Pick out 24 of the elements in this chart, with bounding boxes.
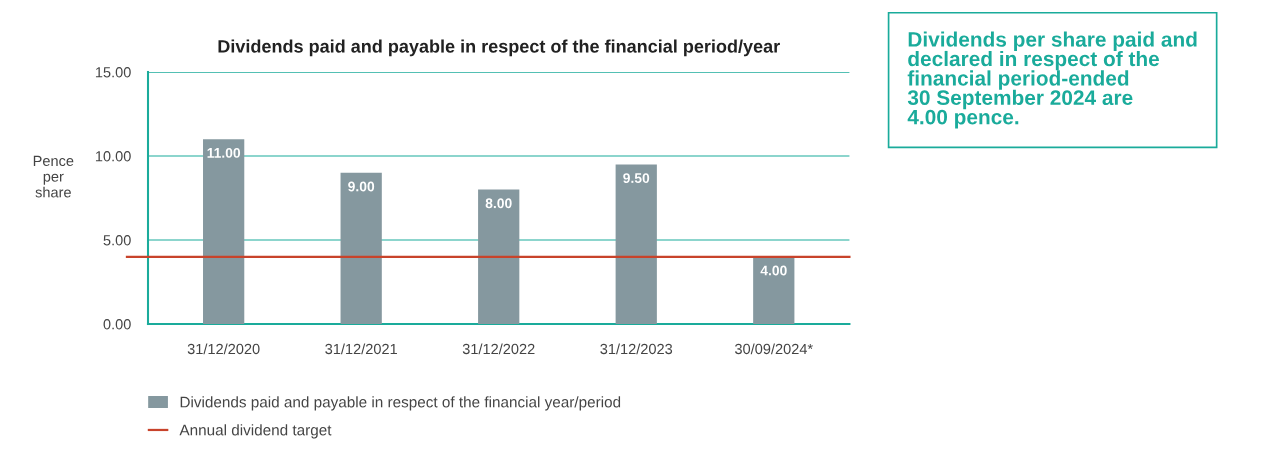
bar: [340, 172, 382, 324]
text: Dividends per share paid and declared in respect of the financial period-ended 30 September 2024 are 4.00 pence.: [907, 31, 1197, 129]
data-label: 4.00: [760, 265, 787, 276]
chart-title: Dividends paid and payable in respect of the financial period/year: [218, 39, 780, 57]
legend-label: Dividends paid and payable in respect of the financial year/period: [180, 396, 621, 411]
bar: [478, 189, 520, 324]
y-tick-label: 5.00: [103, 235, 131, 246]
legend-label: Annual dividend target: [179, 424, 332, 439]
x-tick-label: 31/12/2020: [187, 343, 260, 355]
bar: [203, 139, 245, 324]
x-tick-label: 31/12/2022: [462, 343, 535, 355]
data-label: 8.00: [485, 198, 512, 209]
bar: [753, 256, 795, 324]
data-label: 9.50: [623, 173, 650, 183]
bar: [615, 164, 657, 324]
y-tick-label: 15.00: [95, 67, 131, 78]
data-label: 11.00: [207, 147, 241, 158]
data-label: 9.00: [348, 181, 375, 192]
x-tick-label: 30/09/2024*: [735, 343, 813, 355]
x-tick-label: 31/12/2023: [600, 343, 673, 355]
y-tick-label: 0.00: [103, 319, 131, 330]
x-tick-label: 31/12/2021: [325, 343, 397, 355]
y-tick-label: 10.00: [95, 151, 131, 162]
y-axis-title: Pence per share: [33, 155, 74, 198]
